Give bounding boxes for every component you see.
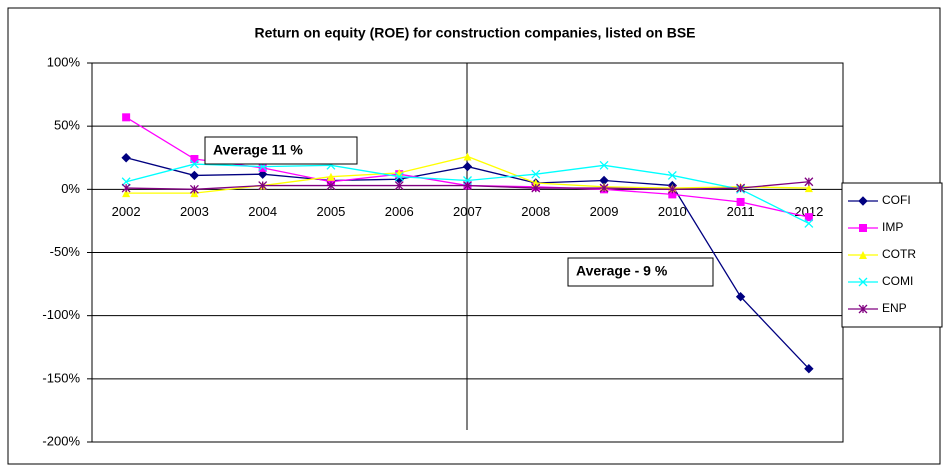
marker	[667, 184, 677, 194]
marker	[858, 304, 868, 314]
x-tick-label: 2002	[112, 204, 141, 219]
y-tick-label: 100%	[47, 54, 81, 69]
marker	[804, 218, 814, 228]
marker	[122, 113, 131, 122]
marker	[531, 179, 540, 188]
marker	[804, 177, 814, 187]
marker	[599, 160, 609, 170]
marker	[858, 196, 868, 206]
annotation: Average 11 %	[213, 142, 303, 158]
y-tick-label: -100%	[42, 307, 80, 322]
marker	[121, 153, 131, 163]
legend-label: COTR	[882, 247, 916, 261]
marker	[121, 183, 131, 193]
marker	[531, 183, 541, 193]
marker	[735, 292, 746, 302]
x-tick-label: 2004	[248, 204, 277, 219]
x-tick-label: 2008	[521, 204, 550, 219]
marker	[190, 155, 199, 164]
chart-title: Return on equity (ROE) for construction …	[254, 25, 695, 41]
marker	[668, 190, 677, 199]
marker	[189, 159, 199, 169]
legend-label: COFI	[882, 193, 911, 207]
marker	[462, 161, 473, 172]
marker	[859, 251, 867, 259]
y-tick-label: -150%	[42, 370, 80, 385]
marker	[667, 170, 677, 180]
marker	[121, 177, 131, 187]
marker	[736, 183, 746, 193]
marker	[257, 169, 268, 179]
marker	[394, 181, 404, 191]
marker	[258, 163, 267, 172]
annotation: Average - 9 %	[576, 263, 668, 279]
marker	[599, 183, 609, 193]
y-tick-label: -200%	[42, 433, 80, 448]
marker	[463, 181, 472, 191]
marker	[258, 181, 268, 191]
marker	[122, 189, 131, 198]
y-tick-label: 0%	[61, 181, 80, 196]
marker	[463, 152, 472, 161]
x-tick-label: 2011	[727, 204, 755, 219]
x-tick-label: 2005	[316, 204, 345, 219]
marker	[326, 181, 336, 191]
y-tick-label: -50%	[50, 244, 81, 259]
legend-label: ENP	[882, 301, 907, 315]
x-tick-label: 2006	[385, 204, 414, 219]
x-tick-label: 2009	[590, 204, 619, 219]
marker	[804, 184, 813, 193]
marker	[189, 170, 200, 181]
annotation-box	[204, 136, 358, 165]
marker	[394, 172, 404, 182]
legend-label: COMI	[882, 274, 913, 288]
marker	[736, 197, 745, 206]
marker	[326, 172, 335, 181]
marker	[859, 224, 867, 232]
legend: COFI IMP COTR COMI ENP	[848, 193, 916, 315]
x-tick-label: 2010	[658, 204, 687, 219]
plot	[121, 113, 814, 374]
marker	[804, 213, 813, 222]
y-tick-label: 50%	[54, 118, 80, 133]
marker	[189, 184, 199, 194]
chart-border	[7, 7, 941, 465]
x-tick-label: 2003	[180, 204, 209, 219]
legend-label: IMP	[882, 220, 903, 234]
annotation-box	[567, 257, 714, 287]
marker	[804, 364, 814, 374]
marker	[858, 277, 868, 287]
marker	[531, 169, 541, 179]
